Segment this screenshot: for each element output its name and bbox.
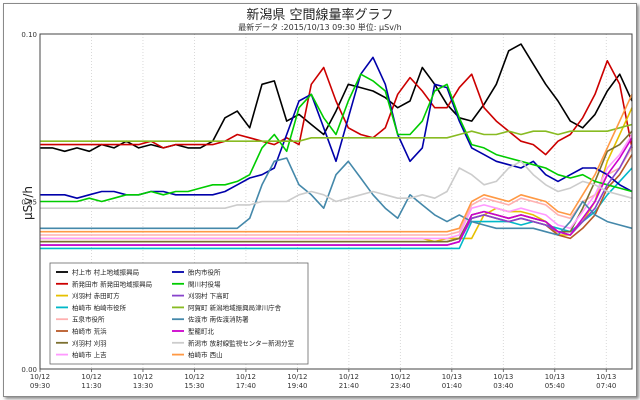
y-tick-label: 0.05: [21, 199, 37, 207]
x-tick-label-date: 10/12: [30, 373, 50, 381]
x-tick-label-date: 10/12: [236, 373, 256, 381]
legend-label: 五泉市役所: [72, 315, 105, 324]
x-tick-label-time: 15:30: [184, 382, 204, 390]
series-line: [40, 134, 633, 240]
x-tick-label-time: 05:40: [545, 382, 565, 390]
x-tick-label-date: 10/12: [390, 373, 410, 381]
chart-title: 新潟県 空間線量率グラフ: [246, 8, 394, 23]
series-line: [40, 123, 633, 142]
x-tick-label-time: 11:30: [81, 382, 101, 390]
x-tick-label-date: 10/12: [287, 373, 307, 381]
x-tick-label-time: 23:40: [390, 382, 410, 390]
legend-label: 村上市 村上地域振興局: [72, 268, 139, 277]
legend-label: 新発田市 新発田地域振興局: [72, 279, 152, 288]
series-line: [40, 73, 633, 203]
legend-label: 柏崎市 荒浜: [72, 327, 107, 336]
legend-label: 胎内市役所: [188, 268, 221, 277]
legend-label: 関川村役場: [188, 279, 221, 288]
legend-label: 柏崎市 西山: [188, 350, 223, 359]
legend-label: 阿賀町 新潟地域振興局津川庁舎: [188, 303, 282, 312]
series-line: [40, 93, 633, 233]
tick-labels: 10/1209:3010/1211:3010/1213:3010/1215:30…: [21, 31, 616, 390]
x-tick-label-time: 21:40: [339, 382, 359, 390]
x-tick-label-date: 10/12: [184, 373, 204, 381]
x-tick-label-date: 10/12: [133, 373, 153, 381]
x-tick-label-time: 03:40: [493, 382, 513, 390]
series-line: [40, 137, 633, 246]
axes: [39, 33, 633, 372]
series-line: [40, 59, 633, 156]
x-tick-label-date: 10/13: [596, 373, 616, 381]
x-tick-label-date: 10/13: [442, 373, 462, 381]
legend-label: 聖籠町北: [188, 327, 215, 336]
legend-label: 刈羽村 刈羽: [72, 338, 107, 347]
series-line: [40, 160, 633, 209]
series-line: [40, 157, 633, 236]
y-tick-label: 0.10: [21, 31, 37, 39]
legend-label: 佐渡市 南佐渡消防署: [188, 315, 249, 324]
legend-label: 刈羽村 赤田町方: [72, 291, 120, 300]
x-tick-label-date: 10/12: [339, 373, 359, 381]
plot-border: [39, 33, 633, 370]
legend-box: [49, 262, 309, 365]
y-tick-label: 0.00: [21, 366, 37, 374]
x-tick-label-time: 01:40: [442, 382, 462, 390]
x-tick-label-time: 09:30: [30, 382, 50, 390]
x-tick-label-time: 07:40: [596, 382, 616, 390]
series-lines: [40, 43, 633, 250]
x-tick-label-date: 10/13: [545, 373, 565, 381]
x-tick-label-time: 17:40: [236, 382, 256, 390]
legend-label: 柏崎市 上吉: [72, 350, 107, 359]
x-tick-label-time: 19:40: [287, 382, 307, 390]
x-tick-label-date: 10/12: [81, 373, 101, 381]
x-tick-label-time: 13:30: [133, 382, 153, 390]
legend-label: 柏崎市 柏崎市役所: [72, 303, 127, 312]
x-tick-label-date: 10/13: [493, 373, 513, 381]
legend-label: 新潟市 放射線監視センター新潟分室: [188, 338, 295, 347]
chart-subtitle: 最新データ :2015/10/13 09:30 単位: μSv/h: [238, 23, 402, 32]
series-line: [40, 43, 633, 153]
series-line: [40, 147, 633, 236]
legend-label: 刈羽村 下高町: [188, 291, 230, 300]
